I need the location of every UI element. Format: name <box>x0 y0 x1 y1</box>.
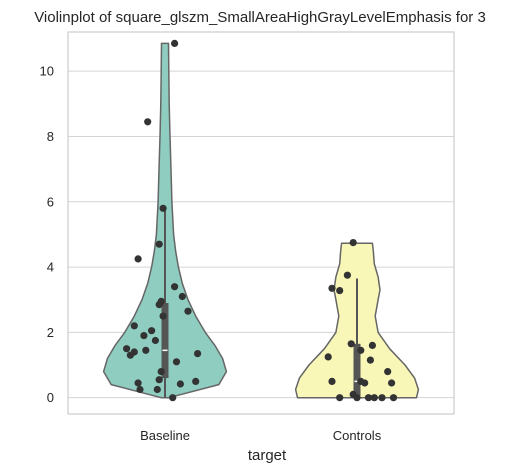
data-point <box>364 394 373 402</box>
data-point <box>123 345 131 353</box>
data-point <box>157 368 165 376</box>
data-point <box>155 376 163 384</box>
data-point <box>169 394 177 402</box>
data-point <box>140 332 148 340</box>
x-tick-label: Controls <box>333 428 382 443</box>
data-point <box>366 356 374 364</box>
data-point <box>130 322 138 330</box>
data-point <box>184 307 192 315</box>
y-tick-label: 6 <box>47 194 54 209</box>
chart-title: Violinplot of square_glszm_SmallAreaHigh… <box>34 9 486 26</box>
data-point <box>384 368 392 376</box>
data-point <box>134 379 142 387</box>
data-point <box>357 346 365 354</box>
data-point <box>389 394 398 402</box>
data-point <box>142 346 150 354</box>
data-point <box>134 255 142 263</box>
data-point <box>192 377 200 385</box>
box-iqr <box>353 343 361 397</box>
data-point <box>336 287 344 295</box>
y-tick-label: 0 <box>47 390 54 405</box>
data-point <box>155 240 163 248</box>
x-tick-labels: Baseline Controls <box>140 428 382 443</box>
plot-frame <box>67 31 455 415</box>
data-point <box>151 336 159 345</box>
y-tick-label: 2 <box>47 325 54 340</box>
x-axis-label: target <box>248 447 287 464</box>
data-point <box>370 394 378 402</box>
data-point <box>361 379 369 387</box>
data-point <box>349 239 357 247</box>
box-plots <box>161 208 361 398</box>
data-point <box>178 292 186 301</box>
data-point <box>328 284 336 292</box>
data-point <box>172 358 181 366</box>
data-point <box>126 351 134 359</box>
data-point <box>388 379 396 387</box>
data-point <box>171 39 179 48</box>
data-point <box>144 118 152 126</box>
data-point <box>368 341 376 349</box>
data-point <box>176 380 184 388</box>
data-point <box>347 340 355 348</box>
data-point <box>353 394 361 402</box>
data-point <box>159 312 167 320</box>
data-point <box>324 353 332 361</box>
y-tick-label: 4 <box>47 260 54 275</box>
data-point <box>159 204 167 212</box>
data-point <box>155 301 163 309</box>
y-tick-labels: 0 2 4 6 8 10 <box>40 64 54 405</box>
data-point <box>171 283 179 291</box>
data-point <box>194 350 202 358</box>
data-point <box>153 385 161 394</box>
data-point <box>343 271 351 279</box>
y-tick-label: 8 <box>47 129 54 144</box>
x-tick-label: Baseline <box>140 428 190 443</box>
data-point <box>148 327 156 335</box>
data-point <box>328 377 336 385</box>
data-points <box>123 39 398 402</box>
data-point <box>378 394 386 402</box>
box-iqr <box>161 302 169 379</box>
data-point <box>136 385 144 394</box>
y-tick-label: 10 <box>40 64 54 79</box>
data-point <box>336 394 344 402</box>
